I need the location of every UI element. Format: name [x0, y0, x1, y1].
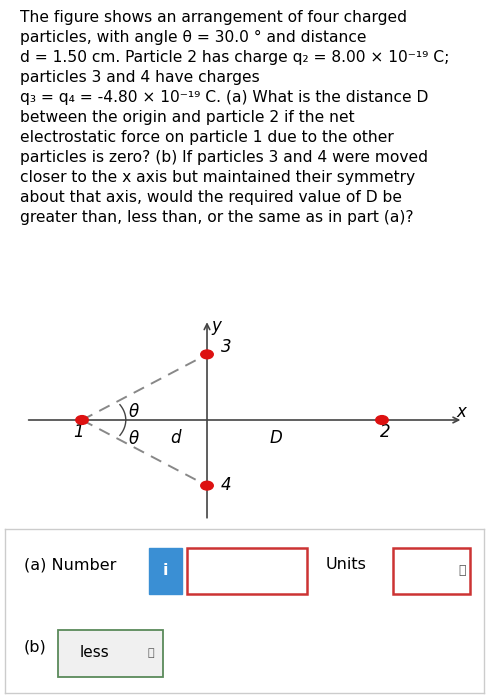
- Text: x: x: [455, 403, 466, 421]
- Text: (b): (b): [24, 639, 47, 654]
- Text: θ: θ: [128, 430, 139, 448]
- Text: Units: Units: [325, 557, 366, 572]
- Text: d: d: [170, 429, 181, 447]
- Text: 3: 3: [220, 338, 231, 356]
- Text: i: i: [163, 563, 168, 578]
- Text: D: D: [269, 429, 282, 447]
- FancyBboxPatch shape: [186, 548, 306, 594]
- Text: y: y: [211, 317, 221, 335]
- Circle shape: [201, 482, 213, 490]
- FancyBboxPatch shape: [148, 548, 182, 594]
- Text: 4: 4: [220, 476, 231, 494]
- Text: θ: θ: [128, 403, 139, 421]
- Text: ⬦: ⬦: [458, 564, 466, 577]
- Text: (a) Number: (a) Number: [24, 557, 116, 572]
- Text: The figure shows an arrangement of four charged
particles, with angle θ = 30.0 °: The figure shows an arrangement of four …: [20, 10, 448, 225]
- FancyBboxPatch shape: [58, 631, 163, 676]
- Text: 2: 2: [379, 423, 389, 440]
- Circle shape: [201, 350, 213, 358]
- Circle shape: [375, 416, 387, 424]
- FancyBboxPatch shape: [392, 548, 469, 594]
- Circle shape: [76, 416, 88, 424]
- Text: less: less: [79, 645, 109, 660]
- Text: 1: 1: [74, 423, 84, 440]
- Text: ⬦: ⬦: [147, 648, 154, 658]
